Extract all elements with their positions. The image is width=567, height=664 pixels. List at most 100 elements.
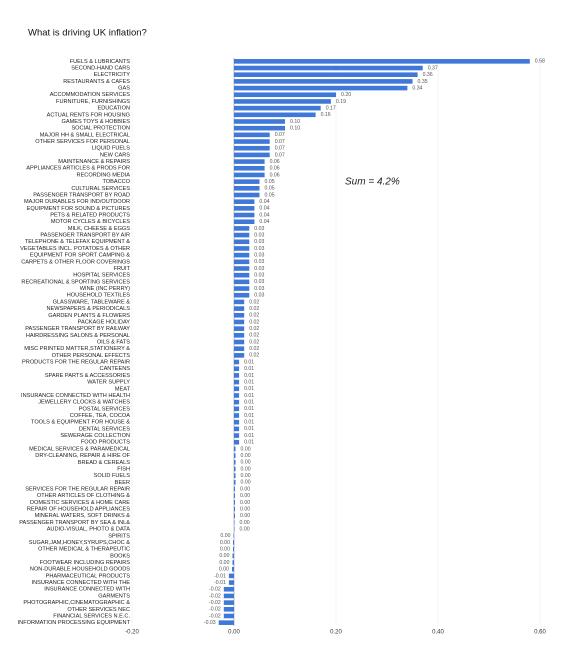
- bar: [234, 493, 236, 498]
- category-label: SUGAR,JAM,HONEY,SYRUPS,CHOC &: [29, 540, 130, 546]
- value-label: -0.02: [209, 600, 221, 606]
- category-label: ELECTRICITY: [94, 72, 131, 78]
- bar: [223, 600, 234, 605]
- bar: [234, 299, 245, 305]
- bar: [228, 573, 234, 579]
- bar: [234, 172, 265, 178]
- value-label: -0.02: [209, 587, 221, 593]
- value-label: 0.01: [244, 400, 254, 406]
- bar: [234, 232, 250, 238]
- bar: [234, 266, 250, 271]
- bar: [234, 333, 245, 338]
- category-label: OTHER SERVICES NEC: [67, 607, 130, 613]
- value-label: 0.02: [249, 313, 259, 319]
- category-label: NEW CARS: [100, 152, 130, 158]
- category-label: ACTUAL RENTS FOR HOUSING: [47, 112, 130, 118]
- bar: [232, 553, 234, 559]
- x-tick-label: 0.40: [432, 630, 444, 636]
- category-label: EQUIPMENT FOR SPORT CAMPING &: [30, 253, 130, 259]
- category-label: TOOLS & EQUIPMENT FOR HOUSE &: [31, 420, 130, 426]
- value-label: 0.07: [275, 139, 285, 145]
- category-label: NON-DURABLE HOUSEHOLD GOODS: [30, 567, 130, 573]
- category-label: OILS & FATS: [97, 339, 130, 345]
- bar: [234, 85, 408, 91]
- value-label: 0.05: [265, 192, 275, 198]
- value-label: 0.03: [254, 293, 264, 299]
- category-label: PASSENGER TRANSPORT BY AIR: [40, 233, 130, 239]
- bar: [234, 119, 285, 124]
- bar: [234, 72, 418, 78]
- value-label: 0.00: [219, 553, 229, 559]
- category-label: MAINTENANCE & REPAIRS: [58, 159, 130, 165]
- bar: [234, 319, 245, 325]
- value-label: -0.02: [209, 593, 221, 599]
- bar: [218, 620, 234, 625]
- value-label: 0.00: [241, 473, 251, 479]
- value-label: -0.01: [214, 580, 226, 586]
- value-label: 0.02: [249, 326, 259, 332]
- bar: [223, 613, 234, 619]
- value-label: 0.00: [241, 480, 251, 486]
- category-label: VEGETABLES INCL. POTATOES & OTHER: [20, 246, 130, 252]
- value-label: 0.00: [241, 453, 251, 459]
- category-label: BREAD & CEREALS: [78, 460, 130, 466]
- category-label: FOOTWEAR INCLUDING REPAIRS: [40, 560, 131, 566]
- category-label: HAIRDRESSING SALONS & PERSONAL: [26, 333, 130, 339]
- category-label: EDUCATION: [97, 106, 130, 112]
- category-label: PETS & RELATED PRODUCTS: [50, 213, 130, 219]
- category-label: WATER SUPPLY: [87, 380, 130, 386]
- value-label: 0.19: [336, 99, 346, 105]
- value-label: 0.03: [254, 253, 264, 259]
- chart-title: What is driving UK inflation?: [28, 28, 147, 39]
- bar: [234, 112, 316, 118]
- value-label: 0.00: [240, 500, 250, 506]
- value-label: 0.00: [241, 460, 251, 466]
- category-label: MAJOR DURABLES FOR IND/OUTDOOR: [24, 199, 130, 205]
- category-label: FRUIT: [114, 266, 131, 272]
- bar: [234, 292, 250, 298]
- category-label: FUELS & LUBRICANTS: [70, 59, 131, 65]
- value-label: 0.06: [270, 172, 280, 178]
- value-label: 0.00: [220, 533, 230, 539]
- value-label: 0.00: [220, 547, 230, 553]
- value-label: 0.00: [240, 513, 250, 519]
- value-label: 0.07: [275, 152, 285, 158]
- category-label: GARDEN PLANTS & FLOWERS: [48, 313, 130, 319]
- bar: [234, 92, 336, 98]
- category-label: HOUSEHOLD TEXTILES: [67, 293, 131, 299]
- value-label: 0.00: [219, 560, 229, 566]
- category-label: AUDIO-VISUAL, PHOTO & DATA: [47, 527, 131, 533]
- bar: [234, 346, 245, 351]
- value-label: 0.04: [259, 212, 269, 218]
- value-label: -0.02: [209, 607, 221, 613]
- value-label: 0.03: [254, 266, 264, 272]
- bar: [232, 540, 234, 545]
- category-label: TOBACCO: [102, 179, 130, 185]
- value-label: 0.01: [244, 406, 254, 412]
- bar: [234, 286, 250, 291]
- category-label: DRY-CLEANING, REPAIR & HIRE OF: [35, 453, 130, 459]
- category-label: POSTAL SERVICES: [79, 406, 130, 412]
- value-label: 0.00: [241, 466, 251, 472]
- category-label: PASSENGER TRANSPORT BY ROAD: [33, 192, 130, 198]
- bar: [234, 159, 265, 164]
- bar: [234, 433, 240, 438]
- value-label: 0.00: [240, 506, 250, 512]
- value-label: 0.36: [423, 72, 433, 78]
- category-label: GAS: [118, 86, 130, 92]
- value-label: 0.01: [244, 426, 254, 432]
- category-label: OTHER SERVICES FOR PERSONAL: [35, 139, 130, 145]
- bar: [234, 399, 240, 405]
- bar: [234, 526, 235, 532]
- bar: [234, 513, 236, 519]
- value-label: 0.06: [270, 166, 280, 172]
- bar: [234, 366, 240, 372]
- category-label: FURNITURE, FURNISHINGS: [56, 99, 130, 105]
- category-label: MEAT: [115, 386, 131, 392]
- category-label: TELEPHONE & TELEFAX EQUIPMENT &: [25, 239, 130, 245]
- bar: [223, 586, 234, 592]
- category-label: SECOND-HAND CARS: [71, 66, 130, 72]
- category-label: MAJOR HH & SMALL ELECTRICAL: [40, 132, 130, 138]
- bar: [234, 353, 245, 358]
- bar: [234, 206, 255, 211]
